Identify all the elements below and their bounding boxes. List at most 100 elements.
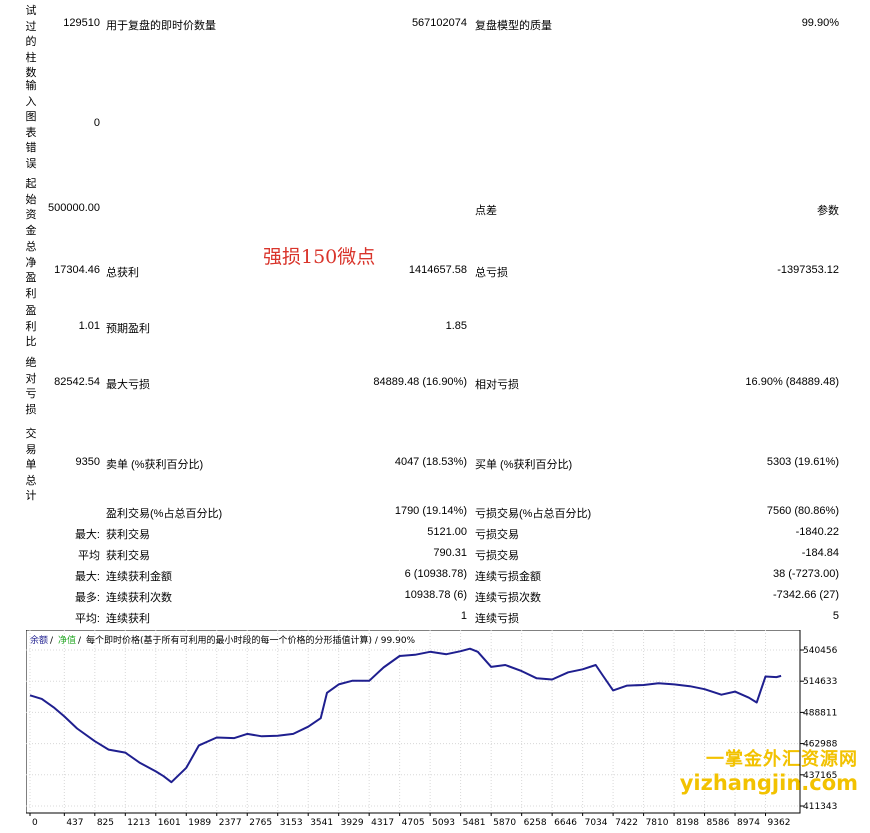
average-loss-value: -184.84	[801, 547, 839, 559]
average-consecutive-wins-value: 1	[460, 610, 467, 622]
x-tick-label: 8974	[737, 818, 760, 828]
plot-area	[26, 630, 801, 814]
net-profit-value: 17304.46	[54, 264, 100, 276]
max-consecutive-label: 最大:	[74, 571, 100, 583]
largest-profit-label: 获利交易	[106, 529, 150, 541]
average-consecutive-losses-label: 连续亏损	[475, 613, 519, 625]
watermark: 一掌金外汇资源网 yizhangjin.com	[680, 745, 858, 795]
bars-tested-value: 129510	[63, 17, 100, 29]
chart-description: 每个即时价格(基于所有可利用的最小时段的每一个价格的分形插值计算) / 99.9…	[86, 634, 416, 646]
x-tick-label: 6646	[554, 818, 577, 828]
profit-factor-label: 盈利比	[25, 305, 37, 348]
spread-label: 点差	[475, 205, 497, 217]
average-consecutive-wins-label: 连续获利	[106, 613, 150, 625]
x-tick-label: 5093	[432, 818, 455, 828]
average-consecutive-label: 平均:	[74, 613, 100, 625]
y-tick-label: 540456	[803, 646, 838, 656]
long-positions-label: 买单 (%获利百分比)	[475, 459, 573, 471]
legend-balance: 余额	[30, 634, 48, 646]
largest-loss-value: -1840.22	[795, 526, 839, 538]
average-consecutive-losses-value: 5	[832, 610, 839, 622]
average-profit-value: 790.31	[433, 547, 467, 559]
x-tick-label: 2377	[219, 818, 242, 828]
legend-separator-2: /	[78, 636, 82, 646]
profit-factor-value: 1.01	[78, 320, 100, 332]
x-tick-label: 3153	[280, 818, 303, 828]
x-tick-label: 7810	[646, 818, 669, 828]
x-tick-label: 1989	[188, 818, 211, 828]
average-profit-label: 获利交易	[106, 550, 150, 562]
y-tick-label: 462988	[803, 740, 838, 750]
largest-profit-value: 5121.00	[427, 526, 467, 538]
maximal-consecutive-loss-label: 连续亏损次数	[475, 592, 541, 604]
balance-series-line	[29, 647, 782, 784]
max-consecutive-wins-label: 连续获利金额	[106, 571, 172, 583]
x-tick-label: 4317	[371, 818, 394, 828]
loss-trades-label: 亏损交易(%占总百分比)	[475, 508, 592, 520]
x-tick-label: 5870	[493, 818, 516, 828]
x-tick-label: 7034	[585, 818, 608, 828]
absolute-drawdown-value: 82542.54	[54, 376, 100, 388]
y-tick-label: 411343	[803, 802, 837, 812]
loss-trades-value: 7560 (80.86%)	[766, 505, 839, 517]
long-positions-value: 5303 (19.61%)	[766, 456, 839, 468]
watermark-title: 一掌金外汇资源网	[706, 749, 858, 770]
average-label: 平均	[78, 550, 100, 562]
balance-chart-svg: 540456 514633 488811 462988 437165 411343 0 43…	[26, 630, 838, 828]
relative-drawdown-value: 16.90% (84889.48)	[745, 376, 839, 388]
x-tick-label: 8586	[707, 818, 730, 828]
gross-loss-label: 总亏损	[475, 267, 508, 279]
gross-profit-value: 1414657.58	[408, 264, 467, 276]
ticks-modelled-value: 567102074	[411, 17, 467, 29]
legend-separator-1: /	[50, 636, 54, 646]
largest-loss-label: 亏损交易	[475, 529, 519, 541]
profit-trades-label: 盈利交易(%占总百分比)	[106, 508, 223, 520]
x-tick-label: 1213	[127, 818, 150, 828]
bars-tested-label: 试过的柱数	[25, 5, 37, 79]
x-tick-label: 7422	[615, 818, 638, 828]
x-tick-label: 3929	[341, 818, 364, 828]
ticks-modelled-label: 用于复盘的即时价数量	[106, 20, 216, 32]
expected-payoff-value: 1.85	[445, 320, 467, 332]
y-tick-label: 514633	[803, 677, 837, 687]
max-consecutive-losses-value: 38 (-7273.00)	[772, 568, 839, 580]
largest-label: 最大:	[74, 529, 100, 541]
maximal-drawdown-label: 最大亏损	[106, 379, 150, 391]
maximal-consecutive-label: 最多:	[74, 592, 100, 604]
absolute-drawdown-label: 绝对亏损	[25, 357, 37, 416]
profit-trades-value: 1790 (19.14%)	[394, 505, 467, 517]
stop-loss-annotation: 强损150微点	[263, 246, 376, 268]
x-tick-label: 0	[32, 818, 38, 828]
initial-deposit-value: 500000.00	[48, 202, 100, 214]
x-tick-label: 9362	[768, 818, 791, 828]
maximal-drawdown-value: 84889.48 (16.90%)	[373, 376, 467, 388]
expected-payoff-label: 预期盈利	[106, 323, 150, 335]
max-consecutive-wins-value: 6 (10938.78)	[404, 568, 467, 580]
modelling-quality-value: 99.90%	[801, 17, 839, 29]
relative-drawdown-label: 相对亏损	[475, 379, 519, 391]
net-profit-label: 总净盈利	[25, 241, 37, 300]
x-tick-label: 825	[97, 818, 114, 828]
chart-errors-value: 0	[93, 117, 100, 129]
y-tick-label: 488811	[803, 708, 837, 718]
x-tick-label: 1601	[158, 818, 181, 828]
maximal-consecutive-profit-label: 连续获利次数	[106, 592, 172, 604]
chart-errors-label: 输入图表错误	[25, 80, 37, 170]
balance-chart: 540456 514633 488811 462988 437165 411343 0 43…	[26, 630, 870, 833]
short-positions-label: 卖单 (%获利百分比)	[106, 459, 204, 471]
max-consecutive-losses-label: 连续亏损金额	[475, 571, 541, 583]
total-trades-value: 9350	[75, 456, 100, 468]
x-tick-label: 3541	[310, 818, 333, 828]
total-trades-label: 交易单总计	[25, 428, 37, 502]
x-tick-label: 5481	[463, 818, 486, 828]
short-positions-value: 4047 (18.53%)	[394, 456, 467, 468]
gross-loss-value: -1397353.12	[777, 264, 839, 276]
spread-value: 参数	[817, 205, 839, 217]
initial-deposit-label: 起始资金	[25, 178, 37, 237]
modelling-quality-label: 复盘模型的质量	[475, 20, 552, 32]
y-tick-label: 437165	[803, 771, 837, 781]
x-tick-label: 8198	[676, 818, 699, 828]
x-tick-label: 437	[66, 818, 83, 828]
x-tick-label: 2765	[249, 818, 272, 828]
watermark-url: yizhangjin.com	[679, 771, 858, 795]
